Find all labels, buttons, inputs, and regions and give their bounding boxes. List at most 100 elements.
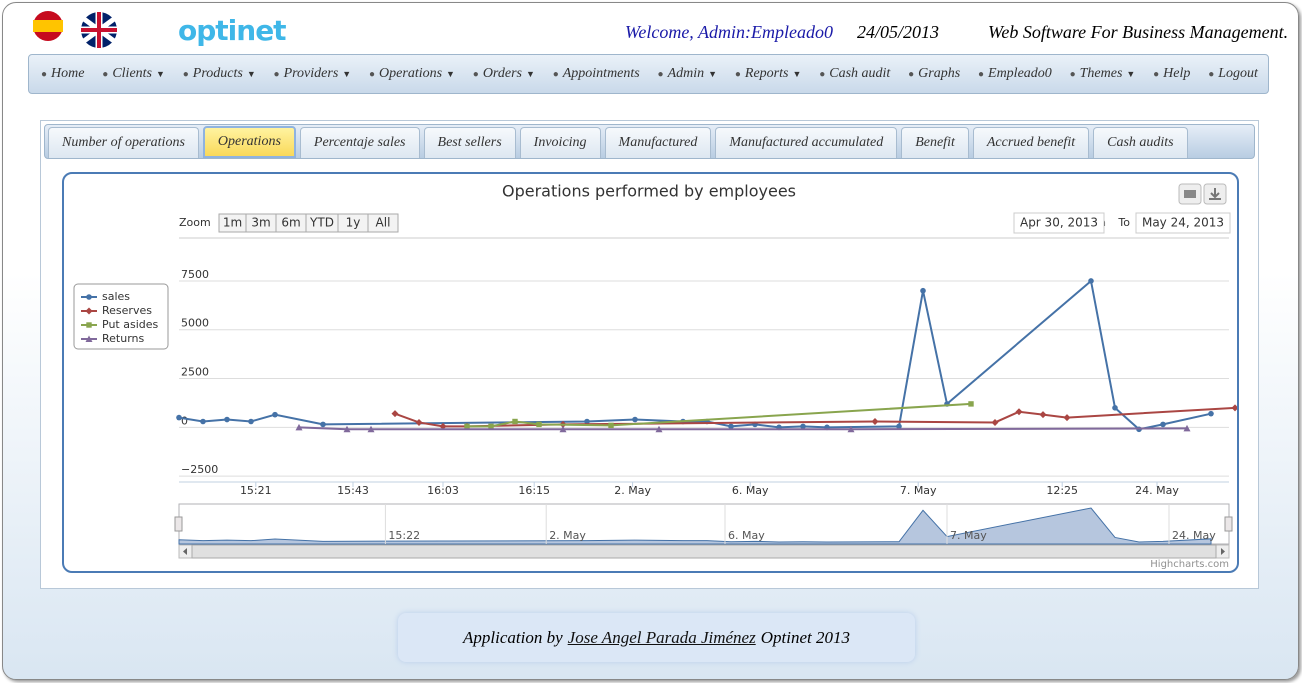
dropdown-arrow: ▼ — [342, 69, 352, 79]
marker — [85, 335, 93, 342]
marker — [176, 414, 182, 421]
marker — [464, 423, 470, 430]
menu-icon: ● — [819, 69, 826, 80]
navigator-label: 2. May — [549, 529, 586, 542]
to-input[interactable] — [1135, 212, 1231, 234]
tab[interactable]: Number of operations — [48, 127, 199, 158]
menu-icon: ● — [734, 69, 741, 80]
y-tick-label: 5000 — [181, 317, 209, 330]
menu-item[interactable]: ● Operations ▼ — [369, 66, 455, 82]
x-tick-label: 15:43 — [337, 484, 369, 497]
marker — [200, 418, 206, 425]
menu-icon: ● — [1069, 69, 1076, 80]
scrollbar-thumb[interactable] — [191, 544, 1217, 559]
marker — [295, 423, 303, 431]
dropdown-arrow: ▼ — [246, 69, 256, 79]
marker — [896, 423, 902, 430]
menu-item[interactable]: ● Orders ▼ — [473, 66, 535, 82]
series-line — [394, 406, 1236, 428]
author-link[interactable]: Jose Angel Parada Jiménez — [567, 627, 756, 647]
menu-item[interactable]: ● Providers ▼ — [274, 66, 352, 82]
marker — [415, 418, 423, 426]
menu-label: Operations — [379, 66, 443, 81]
menu-item[interactable]: ● Help — [1153, 66, 1190, 82]
x-tick-label: 12:25 — [1046, 484, 1078, 497]
zoom-label: Zoom — [179, 216, 211, 229]
menu-label: Logout — [1218, 66, 1258, 81]
tab[interactable]: Invoicing — [519, 127, 601, 158]
menu-item[interactable]: ● Appointments — [553, 66, 640, 82]
tab[interactable]: Operations — [202, 126, 296, 158]
tab[interactable]: Manufactured accumulated — [715, 127, 898, 158]
logo[interactable]: optinet — [178, 14, 287, 47]
marker — [608, 422, 614, 429]
menu-icon: ● — [41, 69, 48, 80]
flags — [33, 11, 117, 48]
zoom-button-label: 3m — [251, 216, 270, 230]
marker — [1112, 405, 1118, 411]
tab[interactable]: Manufactured — [604, 127, 712, 158]
menu-item[interactable]: ● Home — [41, 66, 84, 82]
zoom-button[interactable] — [367, 213, 399, 233]
menu-label: Graphs — [918, 66, 961, 81]
menu-item[interactable]: ● Products ▼ — [183, 66, 256, 82]
menu-item[interactable]: ● Cash audit — [819, 66, 890, 82]
legend-label[interactable]: sales — [102, 290, 130, 303]
menu-label: Home — [51, 66, 85, 81]
marker — [224, 416, 230, 423]
menu-item[interactable]: ● Clients ▼ — [102, 66, 165, 82]
menu-label: Products — [192, 66, 243, 81]
tab[interactable]: Percentaje sales — [299, 127, 420, 158]
marker — [968, 401, 974, 407]
menu-icon: ● — [273, 69, 280, 80]
zoom-button-label: 1y — [346, 216, 361, 230]
menu-icon: ● — [182, 69, 189, 80]
menu-item[interactable]: ● Empleado0 — [978, 66, 1052, 82]
marker — [920, 287, 926, 294]
marker — [248, 418, 254, 425]
marker — [343, 425, 351, 433]
navigator-handle-left[interactable] — [174, 516, 183, 532]
marker — [1088, 278, 1094, 284]
marker — [1231, 404, 1239, 412]
tab-strip: Number of operations Operations Percentaje… — [44, 124, 1255, 159]
tab[interactable]: Cash audits — [1093, 127, 1188, 158]
marker — [512, 418, 518, 425]
marker — [86, 294, 92, 300]
menu-item[interactable]: ● Themes ▼ — [1070, 66, 1136, 82]
menu-icon: ● — [1208, 69, 1215, 80]
to-label: To — [1117, 216, 1130, 229]
tab[interactable]: Benefit — [901, 127, 969, 158]
footer-suffix: Optinet 2013 — [760, 627, 850, 647]
marker — [1039, 411, 1047, 419]
menu-label: Appointments — [562, 66, 640, 81]
navigator-handle-right[interactable] — [1224, 516, 1233, 532]
y-tick-label: 2500 — [181, 366, 209, 379]
marker — [655, 425, 663, 433]
marker — [320, 421, 326, 428]
dropdown-arrow: ▼ — [1126, 69, 1136, 79]
marker — [1208, 410, 1214, 417]
dropdown-arrow: ▼ — [156, 69, 165, 79]
menu-item[interactable]: ● Reports ▼ — [735, 66, 802, 82]
legend-label[interactable]: Returns — [102, 332, 145, 345]
tab[interactable]: Accrued benefit — [972, 127, 1090, 158]
menu-item[interactable]: ● Admin ▼ — [658, 66, 718, 82]
y-tick-label: 7500 — [181, 268, 209, 281]
menu-item[interactable]: ● Logout — [1208, 66, 1258, 82]
menu-item[interactable]: ● Graphs — [908, 66, 960, 82]
credits[interactable]: Highcharts.com — [1150, 559, 1229, 570]
tab[interactable]: Best sellers — [423, 127, 516, 158]
marker — [991, 418, 999, 426]
menu-label: Empleado0 — [988, 66, 1052, 81]
scroll-right[interactable] — [1221, 548, 1225, 555]
from-input[interactable] — [1013, 212, 1105, 234]
legend-label[interactable]: Put asides — [102, 318, 158, 331]
menu-icon: ● — [977, 69, 985, 80]
zoom-button-label: All — [376, 216, 391, 230]
date: 24/05/2013 — [857, 22, 940, 42]
legend-label[interactable]: Reserves — [102, 304, 152, 317]
navigator-area — [178, 507, 1212, 545]
marker — [1160, 421, 1166, 428]
scroll-left[interactable] — [183, 548, 187, 555]
